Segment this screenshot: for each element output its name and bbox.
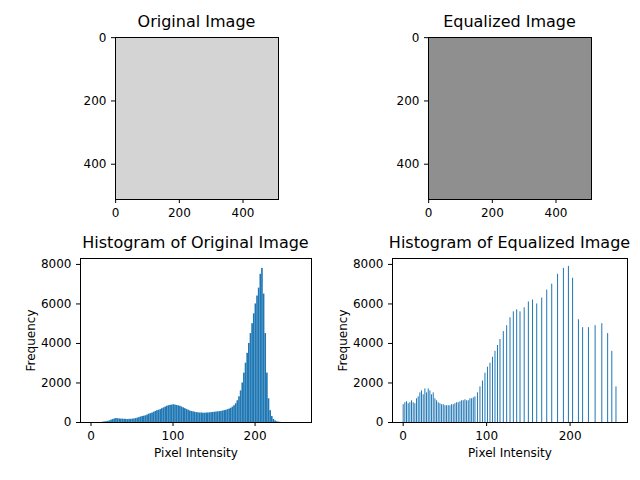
- html-text:Histogram of Equalized Image: Histogram of Equalized Image: [388, 233, 631, 252]
- svg-text:400: 400: [232, 206, 255, 220]
- svg-text:Pixel Intensity: Pixel Intensity: [154, 446, 238, 460]
- svg-text:Frequency: Frequency: [24, 310, 38, 372]
- svg-text:2000: 2000: [41, 376, 72, 390]
- html-text:Original Image: Original Image: [137, 12, 256, 31]
- svg-text:Frequency: Frequency: [336, 310, 350, 372]
- svg-text:6000: 6000: [353, 297, 384, 311]
- svg-text:200: 200: [559, 429, 582, 443]
- svg-text:400: 400: [545, 206, 568, 220]
- svg-text:0: 0: [425, 206, 433, 220]
- svg-text:8000: 8000: [41, 257, 72, 271]
- svg-text:8000: 8000: [353, 257, 384, 271]
- html-text:Histogram of Original Image: Histogram of Original Image: [82, 233, 309, 252]
- svg-text:0: 0: [399, 429, 407, 443]
- svg-text:200: 200: [168, 206, 191, 220]
- svg-text:0: 0: [99, 30, 107, 44]
- svg-text:6000: 6000: [41, 297, 72, 311]
- svg-text:0: 0: [112, 206, 120, 220]
- html-text:Equalized Image: Equalized Image: [443, 12, 576, 31]
- svg-text:100: 100: [475, 429, 498, 443]
- svg-text:4000: 4000: [353, 336, 384, 350]
- svg-text:200: 200: [244, 429, 267, 443]
- svg-text:4000: 4000: [41, 336, 72, 350]
- svg-text:100: 100: [162, 429, 185, 443]
- svg-text:200: 200: [397, 94, 420, 108]
- svg-text:2000: 2000: [353, 376, 384, 390]
- svg-text:0: 0: [87, 429, 95, 443]
- svg-text:0: 0: [376, 415, 384, 429]
- svg-text:0: 0: [412, 30, 420, 44]
- svg-text:400: 400: [397, 157, 420, 171]
- svg-text:Pixel Intensity: Pixel Intensity: [468, 446, 552, 460]
- svg-text:200: 200: [84, 94, 107, 108]
- svg-text:0: 0: [64, 415, 72, 429]
- svg-text:200: 200: [481, 206, 504, 220]
- svg-text:400: 400: [84, 157, 107, 171]
